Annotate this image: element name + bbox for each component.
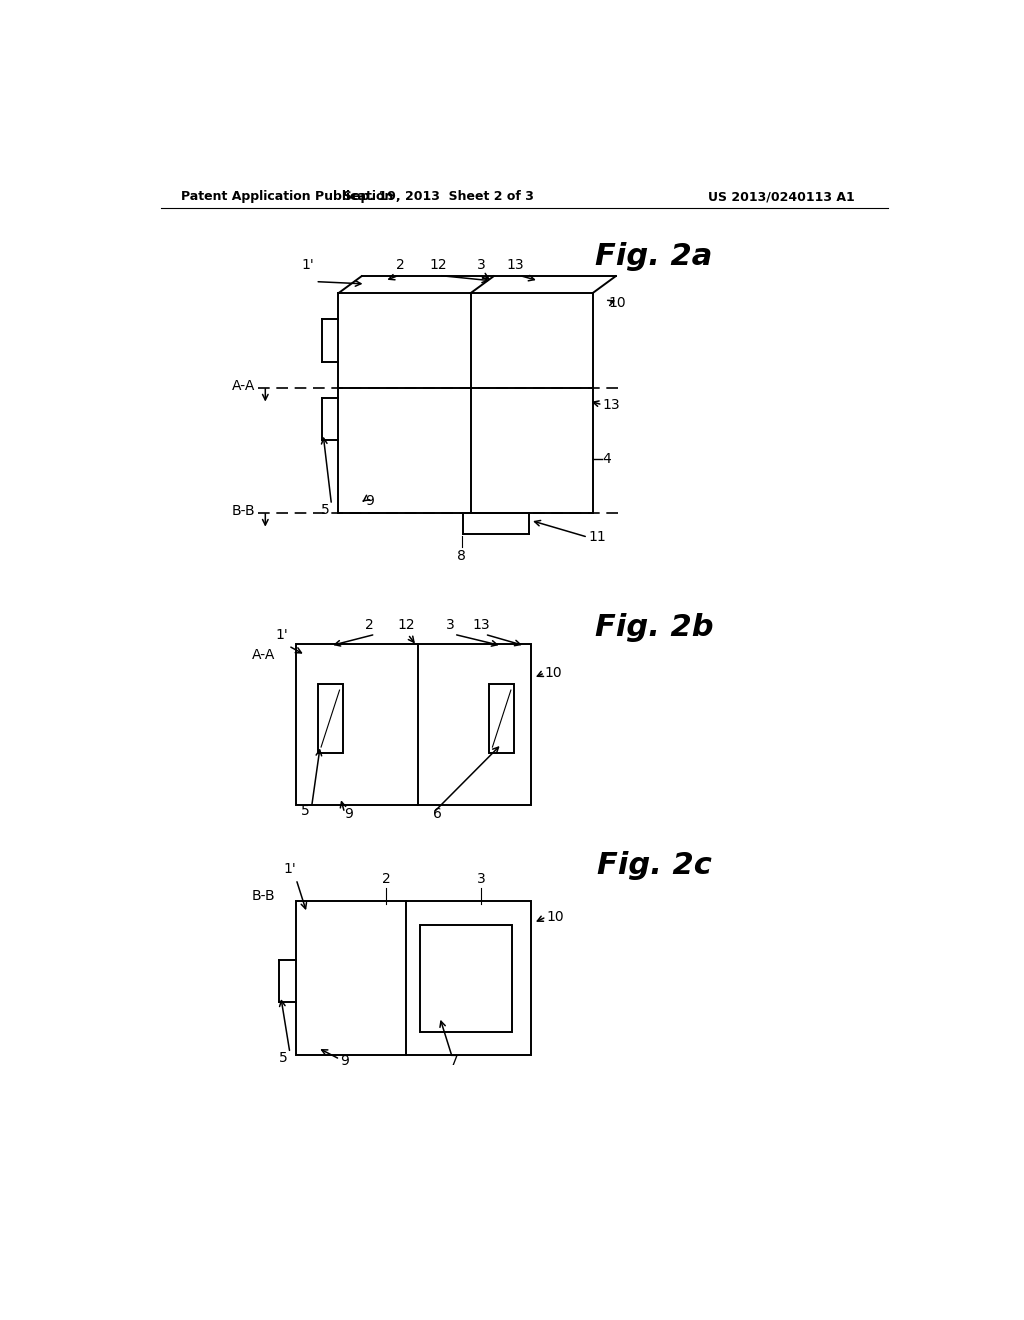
Text: Fig. 2b: Fig. 2b [595,612,714,642]
Text: 1': 1' [283,862,296,876]
Text: 6: 6 [433,808,442,821]
Text: 4: 4 [602,451,611,466]
Text: 9: 9 [340,1053,349,1068]
Bar [420,924,512,1032]
Text: 2: 2 [395,259,404,272]
Text: 5: 5 [279,1051,288,1065]
Text: 8: 8 [458,549,466,562]
Text: 13: 13 [602,397,621,412]
Text: 1': 1' [301,259,314,272]
Text: Patent Application Publication: Patent Application Publication [180,190,393,203]
Text: 10: 10 [547,909,564,924]
Text: 3: 3 [476,873,485,886]
Text: A-A: A-A [252,648,275,663]
Text: A-A: A-A [231,379,255,393]
Text: 5: 5 [321,503,330,516]
Text: B-B: B-B [231,504,255,517]
Text: 10: 10 [608,296,626,310]
Text: 12: 12 [430,259,447,272]
Text: B-B: B-B [252,890,275,903]
Text: Fig. 2a: Fig. 2a [596,242,713,271]
Text: 2: 2 [365,618,374,632]
Text: 3: 3 [445,618,455,632]
Text: 5: 5 [300,804,309,818]
Text: 12: 12 [397,618,415,632]
Text: 3: 3 [476,259,485,272]
Bar [296,902,531,1056]
Text: 9: 9 [345,808,353,821]
Text: Sep. 19, 2013  Sheet 2 of 3: Sep. 19, 2013 Sheet 2 of 3 [343,190,534,203]
Text: 13: 13 [507,259,524,272]
Text: US 2013/0240113 A1: US 2013/0240113 A1 [708,190,855,203]
Text: Fig. 2c: Fig. 2c [597,851,712,880]
Text: 9: 9 [366,494,375,508]
Text: 2: 2 [382,873,390,886]
Text: 7: 7 [451,1053,459,1068]
Text: 10: 10 [545,665,562,680]
Bar [296,644,531,805]
Text: 11: 11 [589,531,606,544]
Text: 13: 13 [472,618,489,632]
Bar [489,684,514,754]
Text: 1': 1' [275,628,288,642]
Bar [318,684,343,754]
